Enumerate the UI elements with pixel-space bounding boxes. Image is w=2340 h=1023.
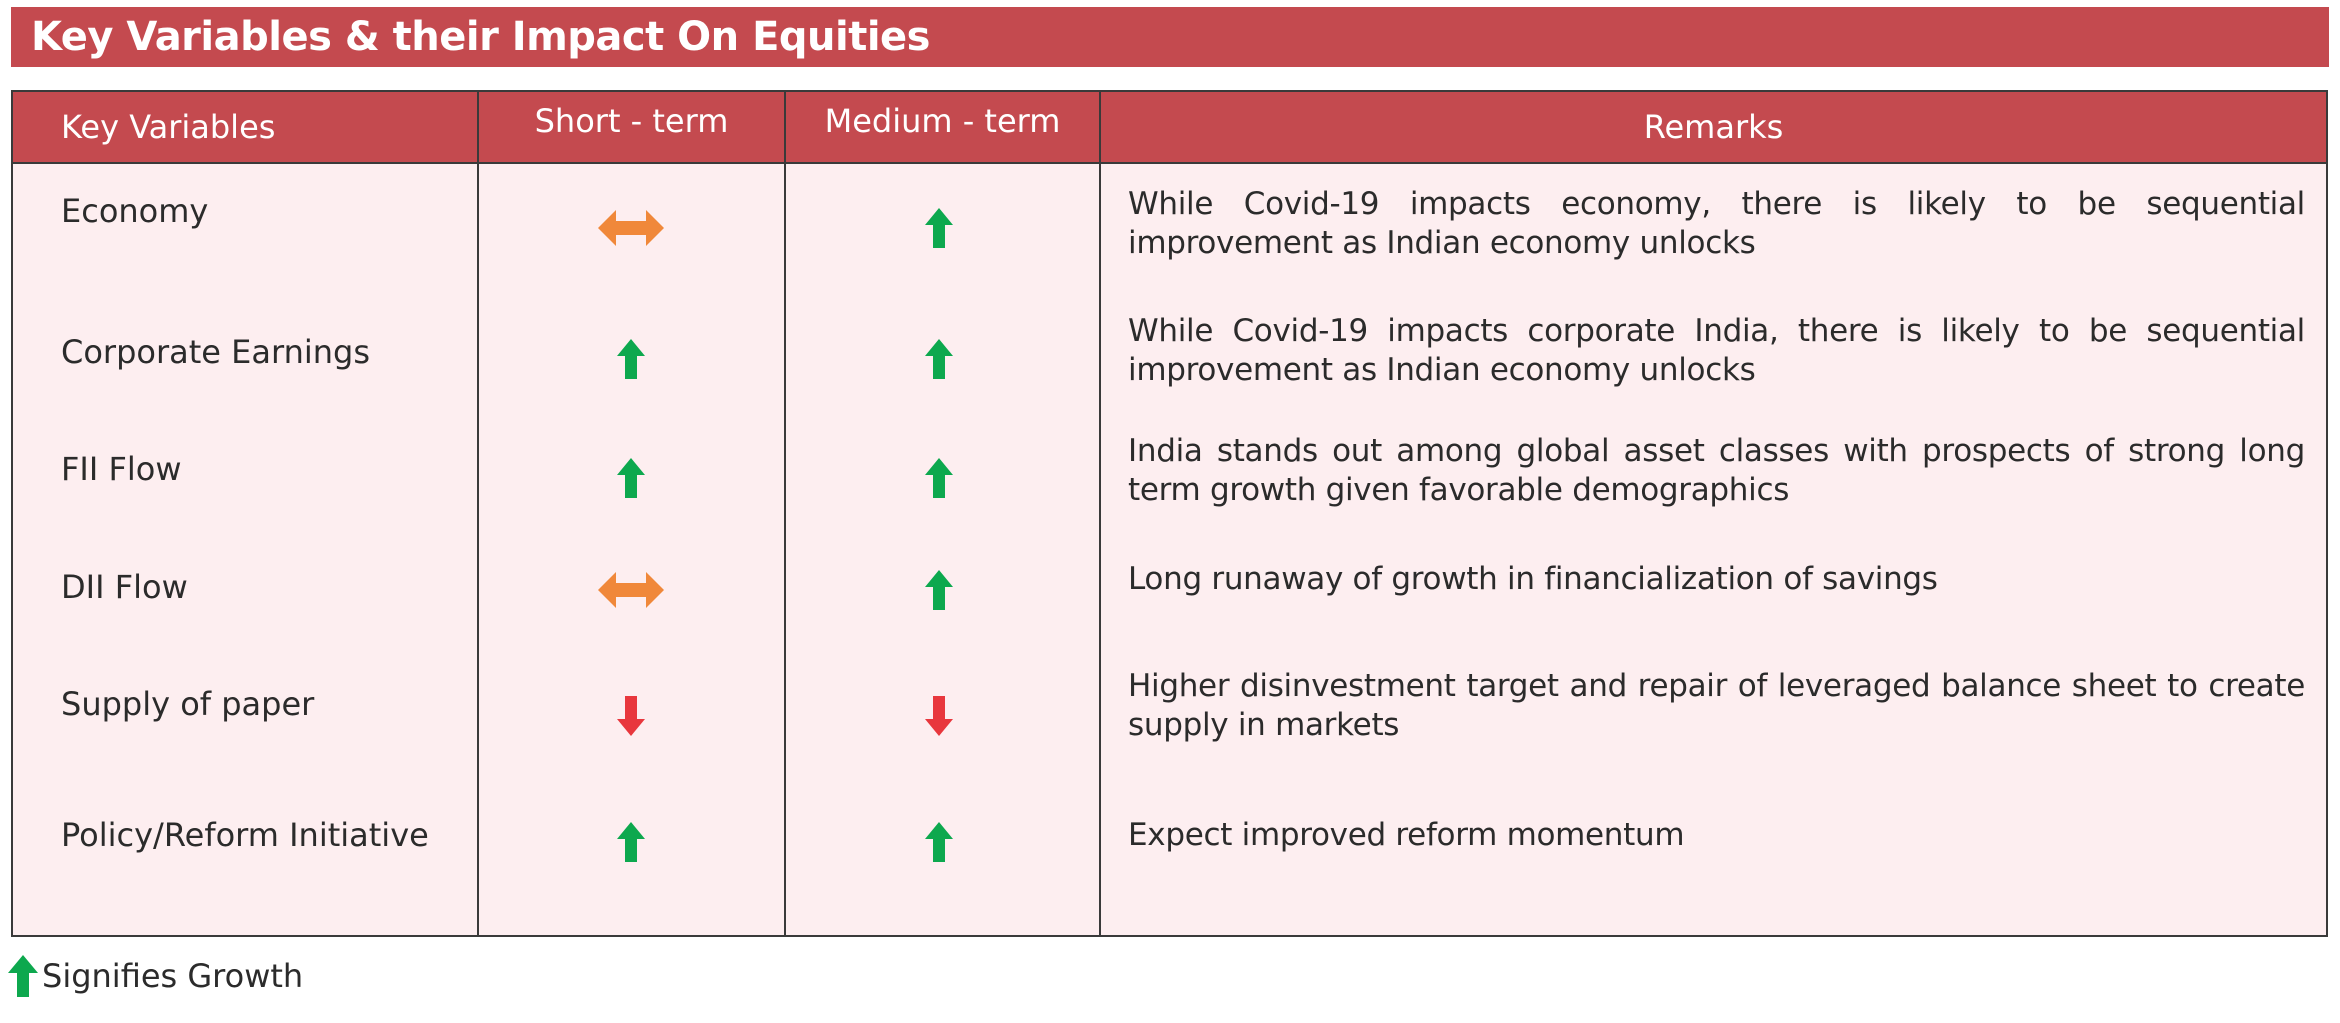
- header-medium-term: Medium - term: [824, 102, 1061, 140]
- short-term-indicator: [591, 335, 671, 383]
- up-arrow-icon: [925, 208, 953, 248]
- header-key-variables: Key Variables: [61, 108, 276, 146]
- medium-term-indicator: [899, 204, 979, 252]
- variable-label: Supply of paper: [61, 685, 315, 723]
- neutral-arrow-icon: [598, 572, 664, 608]
- up-arrow-icon: [617, 822, 645, 862]
- medium-term-indicator: [899, 566, 979, 614]
- remark-text: While Covid-19 impacts economy, there is…: [1128, 186, 2305, 261]
- up-arrow-icon: [925, 822, 953, 862]
- variable-label: Economy: [61, 192, 209, 230]
- header-short-term: Short - term: [534, 102, 729, 140]
- short-term-indicator: [591, 454, 671, 502]
- remark-text: Expect improved reform momentum: [1128, 817, 1685, 853]
- up-arrow-icon: [925, 570, 953, 610]
- page-title: Key Variables & their Impact On Equities: [31, 14, 930, 60]
- medium-term-indicator: [899, 692, 979, 740]
- remark-text: Long runaway of growth in financializati…: [1128, 561, 1938, 597]
- neutral-arrow-icon: [598, 210, 664, 246]
- down-arrow-icon: [925, 696, 953, 736]
- medium-term-indicator: [899, 335, 979, 383]
- column-divider: [477, 92, 479, 935]
- down-arrow-icon: [617, 696, 645, 736]
- medium-term-indicator: [899, 454, 979, 502]
- medium-term-indicator: [899, 818, 979, 866]
- variable-label: DII Flow: [61, 568, 188, 606]
- up-arrow-icon: [8, 955, 38, 997]
- legend: Signifies Growth: [8, 955, 303, 997]
- impact-table: Key Variables Short - term Medium - term…: [11, 90, 2328, 937]
- column-divider: [784, 92, 786, 935]
- up-arrow-icon: [617, 339, 645, 379]
- up-arrow-icon: [617, 458, 645, 498]
- up-arrow-icon: [925, 339, 953, 379]
- up-arrow-icon: [925, 458, 953, 498]
- table-header-row: Key Variables Short - term Medium - term…: [13, 92, 2326, 164]
- header-remarks: Remarks: [1643, 108, 1784, 146]
- short-term-indicator: [591, 818, 671, 866]
- short-term-indicator: [591, 692, 671, 740]
- variable-label: Policy/Reform Initiative: [61, 816, 429, 854]
- short-term-indicator: [591, 566, 671, 614]
- remark-text: India stands out among global asset clas…: [1128, 433, 2305, 508]
- legend-label: Signifies Growth: [42, 957, 304, 995]
- short-term-indicator: [591, 204, 671, 252]
- variable-label: FII Flow: [61, 450, 182, 488]
- remark-text: While Covid-19 impacts corporate India, …: [1128, 313, 2305, 388]
- column-divider: [1099, 92, 1101, 935]
- title-bar: Key Variables & their Impact On Equities: [11, 7, 2329, 67]
- variable-label: Corporate Earnings: [61, 333, 370, 371]
- remark-text: Higher disinvestment target and repair o…: [1128, 668, 2305, 743]
